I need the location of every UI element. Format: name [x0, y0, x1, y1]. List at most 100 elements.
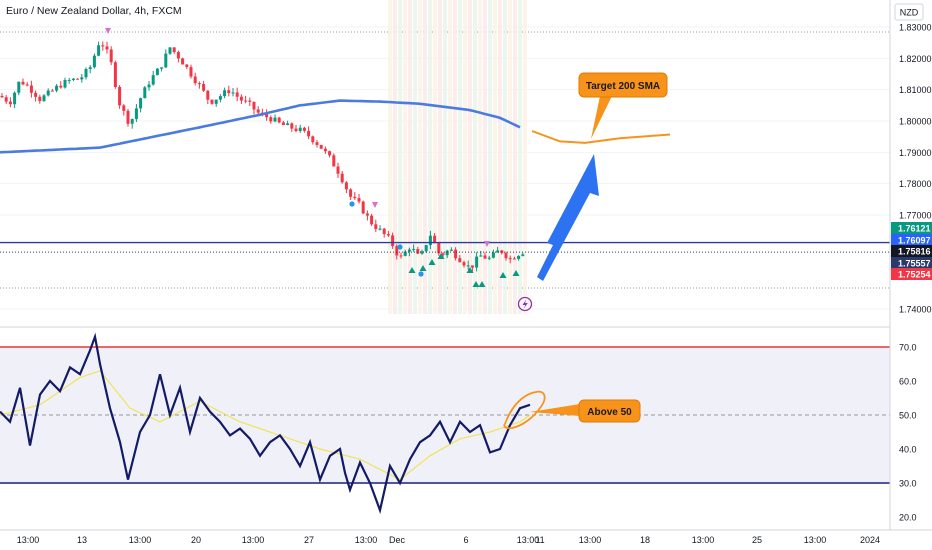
shade-stripe: [508, 0, 512, 314]
price-badge: [891, 257, 932, 269]
candle-body: [109, 49, 113, 63]
candle-body: [349, 189, 353, 197]
candle-body: [92, 55, 96, 68]
candle-body: [449, 249, 453, 251]
candle-body: [458, 258, 462, 263]
candle-body: [155, 68, 159, 76]
candle-body: [336, 166, 340, 174]
candle-body: [130, 119, 134, 124]
price-tick: 1.74000: [899, 305, 932, 315]
candle-body: [491, 252, 495, 258]
candle-body: [210, 99, 214, 104]
price-badge: [891, 268, 932, 280]
candle-body: [319, 144, 323, 149]
candle-body: [273, 117, 277, 122]
candle-body: [441, 253, 445, 256]
candle-body: [512, 258, 516, 260]
callout-pointer: [530, 404, 580, 416]
candle-body: [181, 58, 185, 65]
price-tick: 1.81000: [899, 85, 932, 95]
candle-body: [496, 250, 500, 253]
signal-dot: [397, 244, 403, 250]
candle-body: [239, 96, 243, 101]
candle-body: [466, 265, 470, 267]
time-tick: 13:00: [804, 535, 827, 545]
signal-dot: [349, 201, 355, 207]
price-tick: 1.78000: [899, 179, 932, 189]
shade-stripe: [458, 0, 462, 314]
candle-body: [391, 235, 395, 247]
candle-body: [302, 127, 306, 131]
signal-up-marker: [472, 281, 480, 287]
rsi-tick: 40.0: [899, 445, 917, 455]
shade-stripe: [403, 0, 407, 314]
candle-body: [244, 100, 248, 102]
candle-body: [13, 92, 17, 105]
candle-body: [55, 85, 59, 91]
shade-stripe: [443, 0, 447, 314]
shade-stripe: [453, 0, 457, 314]
price-tick: 1.80000: [899, 117, 932, 127]
time-tick: 2024: [860, 535, 880, 545]
candle-body: [311, 136, 315, 143]
signal-down-marker: [372, 202, 378, 208]
time-tick: 13:00: [579, 535, 602, 545]
candle-body: [172, 47, 176, 53]
candle-body: [67, 79, 71, 81]
candle-body: [508, 258, 512, 260]
shade-stripe: [413, 0, 417, 314]
candle-body: [0, 95, 4, 98]
rsi-tick: 50.0: [899, 411, 917, 421]
candle-body: [218, 96, 222, 100]
rsi-pane[interactable]: Above 50: [0, 332, 890, 515]
candle-body: [332, 155, 336, 167]
candle-body: [433, 235, 437, 244]
hand-drawn-circle: [503, 390, 546, 430]
callout-box: [578, 399, 641, 423]
candle-body: [281, 122, 285, 126]
price-badge-text: 1.76121: [898, 224, 931, 234]
chart-title: Euro / New Zealand Dollar, 4h, FXCM: [6, 5, 182, 17]
shade-stripe: [478, 0, 482, 314]
candle-body: [382, 228, 386, 235]
candle-body: [38, 96, 42, 101]
shade-stripe: [523, 0, 527, 314]
time-tick: 11: [535, 535, 544, 545]
candle-body: [517, 255, 521, 259]
volatility-shading: [388, 0, 527, 314]
target-callout: Target 200 SMA: [578, 72, 668, 139]
candle-body: [231, 92, 235, 94]
candle-body: [454, 249, 458, 259]
currency-badge[interactable]: [894, 3, 924, 21]
candle-body: [374, 224, 378, 230]
time-tick: 13:00: [517, 535, 540, 545]
price-axis[interactable]: NZD 1.830001.820001.810001.800001.790001…: [889, 0, 932, 530]
rsi-tick: 60.0: [899, 377, 917, 387]
lightning-alert-icon[interactable]: [517, 296, 533, 312]
currency-label: NZD: [900, 8, 919, 18]
candle-body: [269, 117, 273, 122]
candlesticks: [0, 41, 525, 272]
callout-rsi-text: Above 50: [587, 407, 632, 418]
price-badge-text: 1.75816: [898, 247, 931, 257]
candle-body: [88, 67, 92, 69]
price-tick: 1.82000: [899, 54, 932, 64]
price-pane[interactable]: Target 200 SMA Euro / New Zealand Dollar…: [0, 0, 890, 314]
candle-body: [420, 251, 424, 254]
candle-body: [521, 254, 525, 256]
price-badge-text: 1.75254: [898, 270, 931, 280]
callout-box: [578, 72, 668, 98]
candle-body: [504, 252, 508, 259]
time-tick: 13: [77, 535, 87, 545]
time-tick: 13:00: [242, 535, 265, 545]
candle-body: [46, 90, 50, 96]
candle-body: [126, 110, 130, 124]
candle-body: [353, 196, 357, 199]
signal-up-marker: [419, 265, 427, 271]
candle-body: [252, 101, 256, 110]
candle-body: [483, 255, 487, 259]
shade-stripe: [448, 0, 452, 314]
shade-stripe: [473, 0, 477, 314]
